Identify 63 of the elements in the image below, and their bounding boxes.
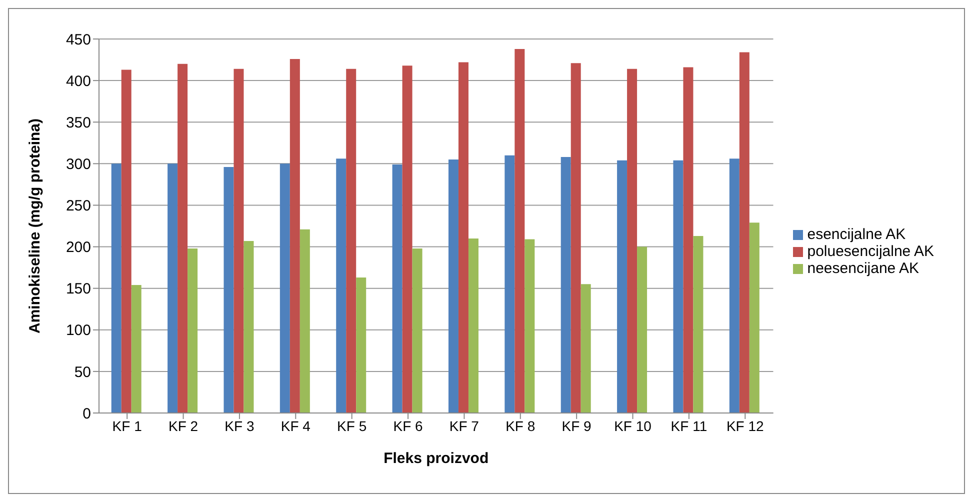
bar [729,158,740,413]
bar [514,48,525,413]
bar [504,155,515,413]
y-tick-label: 350 [66,114,91,132]
bar [392,164,402,413]
x-tick-label: KF 10 [614,418,652,434]
bar [617,160,628,413]
bar [412,248,422,413]
bar [570,63,581,413]
bar [224,166,234,413]
x-tick-label: KF 11 [670,418,708,434]
bar [111,164,122,413]
bar [693,236,704,413]
bar [121,70,132,413]
bar [300,229,310,413]
bar [346,68,356,413]
bar [560,157,571,413]
y-tick-label: 150 [66,280,91,298]
bar [244,240,254,413]
x-tick-label: KF 7 [449,418,480,434]
legend-label: poluesencijalne AK [807,242,934,260]
y-tick-label: 200 [66,239,91,256]
bar [178,64,188,413]
bar [683,67,694,413]
bar [468,238,478,413]
legend-label: neesencijane AK [807,260,919,276]
y-tick-label: 300 [66,156,91,173]
y-tick-label: 50 [74,364,91,381]
bar [234,68,244,413]
bar [458,62,468,413]
x-tick-label: KF 2 [168,418,198,434]
y-tick-label: 250 [66,198,91,215]
bar [188,248,198,413]
y-tick-label: 400 [66,72,91,90]
x-tick-label: KF 8 [506,418,536,434]
legend-label: esencijalne AK [807,226,906,242]
bar [356,278,366,413]
x-tick-label: KF 5 [337,418,367,434]
x-axis-title: Fleks proizvod [384,450,489,467]
x-tick-label: KF 3 [224,418,254,434]
y-tick-label: 100 [66,322,91,340]
bar [580,284,591,413]
y-tick-label: 450 [66,31,91,48]
bar [448,160,458,413]
x-tick-label: KF 4 [280,418,311,434]
y-tick-label: 0 [82,405,91,422]
bar [168,164,178,413]
bar [627,68,638,413]
bar [739,52,750,413]
y-axis-title: Aminokiseline (mg/g proteina) [26,118,44,334]
bar [336,158,346,413]
bar [290,58,300,413]
bar [280,164,290,413]
x-tick-label: KF 6 [393,418,424,434]
bar [402,66,412,413]
bar [524,239,535,413]
bar [673,160,684,413]
bar [131,285,142,413]
x-tick-label: KF 12 [726,418,764,434]
bar [749,222,760,413]
bar [637,246,648,413]
x-tick-label: KF 1 [112,418,142,434]
x-tick-label: KF 9 [562,418,592,434]
